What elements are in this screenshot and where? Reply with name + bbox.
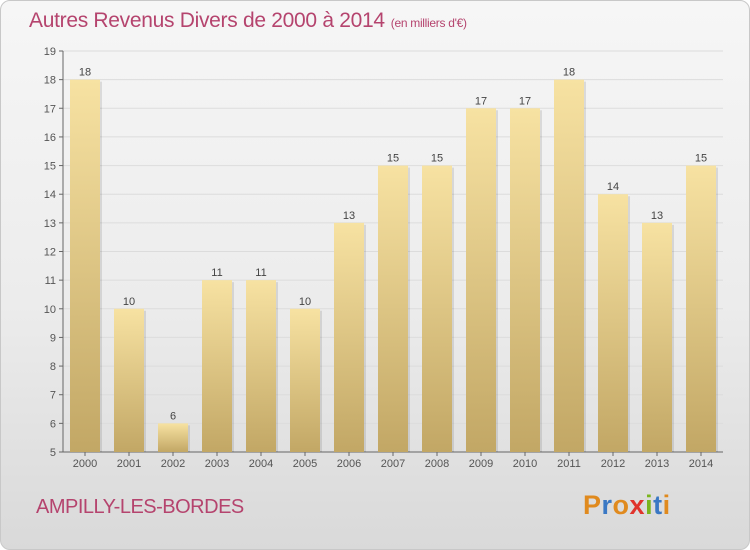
bar-value-label: 6 — [170, 410, 176, 422]
bar — [422, 165, 452, 453]
y-tick-label: 17 — [44, 103, 56, 115]
y-tick-label: 6 — [50, 418, 56, 430]
x-tick-label: 2012 — [601, 458, 625, 470]
y-tick-label: 8 — [50, 361, 56, 373]
bar — [378, 165, 408, 453]
y-tick-label: 15 — [44, 161, 56, 173]
x-tick-label: 2009 — [469, 458, 493, 470]
x-tick-label: 2002 — [161, 458, 185, 470]
bar-value-label: 11 — [255, 267, 266, 279]
bar-value-label: 14 — [607, 181, 619, 193]
y-tick-label: 12 — [44, 247, 56, 259]
bar — [466, 108, 496, 453]
bar — [202, 280, 232, 452]
bar — [598, 194, 628, 452]
x-tick-label: 2005 — [293, 458, 317, 470]
y-tick-label: 7 — [50, 390, 56, 402]
x-tick-label: 2014 — [689, 458, 713, 470]
bar-value-label: 13 — [343, 210, 355, 222]
x-tick-label: 2003 — [205, 458, 229, 470]
y-tick-label: 5 — [50, 447, 56, 459]
bar-value-label: 10 — [299, 296, 311, 308]
bar-value-label: 18 — [79, 67, 91, 79]
bar — [290, 308, 320, 452]
y-tick-label: 9 — [50, 332, 56, 344]
y-tick-label: 10 — [44, 304, 56, 316]
logo-letter: t — [653, 490, 663, 520]
chart-subtitle: (en milliers d'€) — [390, 16, 467, 30]
bar — [686, 165, 716, 453]
bar — [246, 280, 276, 452]
bar-value-label: 17 — [519, 95, 531, 107]
bar-value-label: 15 — [431, 153, 443, 165]
logo-letter: i — [645, 490, 654, 520]
logo-letter: x — [629, 490, 646, 520]
bar — [642, 222, 672, 452]
logo-letter: o — [612, 490, 630, 520]
chart-title-text: Autres Revenus Divers de 2000 à 2014 — [29, 9, 385, 32]
bar — [554, 79, 584, 453]
x-tick-label: 2011 — [557, 458, 581, 470]
x-tick-label: 2010 — [513, 458, 537, 470]
bar-value-label: 17 — [475, 95, 487, 107]
logo-letter: i — [662, 490, 671, 520]
x-tick-label: 2006 — [337, 458, 361, 470]
bar-value-label: 15 — [695, 153, 707, 165]
bar-value-label: 10 — [123, 296, 135, 308]
bar — [158, 423, 188, 452]
y-tick-label: 13 — [44, 218, 56, 230]
y-tick-label: 16 — [44, 132, 56, 144]
y-tick-label: 18 — [44, 75, 56, 87]
bar — [510, 108, 540, 453]
x-tick-label: 2004 — [249, 458, 273, 470]
logo-letter: P — [583, 490, 602, 520]
x-tick-label: 2007 — [381, 458, 405, 470]
bar-value-label: 13 — [651, 210, 663, 222]
x-tick-label: 2013 — [645, 458, 669, 470]
location-name: AMPILLY-LES-BORDES — [36, 496, 244, 518]
bar-value-label: 11 — [211, 267, 222, 279]
bar — [114, 308, 144, 452]
x-tick-label: 2001 — [117, 458, 141, 470]
bar-value-label: 15 — [387, 153, 399, 165]
chart-title: Autres Revenus Divers de 2000 à 2014 (en … — [29, 9, 467, 33]
y-tick-label: 14 — [44, 189, 56, 201]
y-tick-label: 19 — [44, 46, 56, 58]
bar-value-label: 18 — [563, 67, 575, 79]
bar — [70, 79, 100, 453]
proxiti-logo: Proxiti — [583, 490, 671, 521]
x-tick-label: 2008 — [425, 458, 449, 470]
logo-letter: r — [601, 490, 613, 520]
x-tick-label: 2000 — [73, 458, 97, 470]
bar — [334, 222, 364, 452]
y-tick-label: 11 — [45, 275, 56, 287]
